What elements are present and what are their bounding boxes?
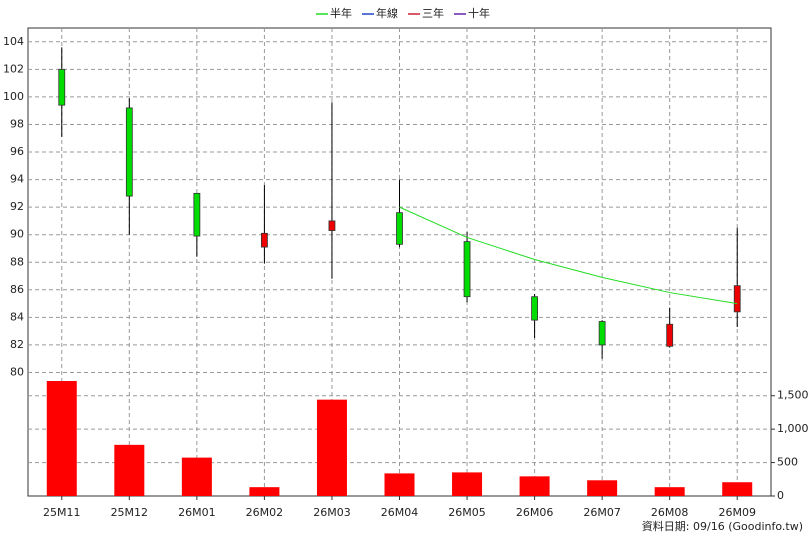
y2-tick-label: 1,000 (777, 422, 808, 435)
y-tick-label: 94 (10, 173, 24, 186)
x-tick-label: 26M04 (381, 506, 419, 519)
y-tick-label: 86 (10, 283, 24, 296)
footer: 資料日期: 09/16 (Goodinfo.tw) (642, 519, 803, 533)
volume-bar (722, 482, 753, 496)
volume-bar (181, 457, 212, 496)
candle-body (598, 321, 606, 346)
x-tick-label: 26M09 (718, 506, 756, 519)
y2-tick-label: 500 (777, 456, 798, 469)
candle-body (125, 107, 133, 197)
volume-bar (519, 476, 550, 496)
y2-tick-label: 1,500 (777, 389, 808, 402)
candle-body (328, 220, 336, 231)
x-tick-label: 25M12 (111, 506, 149, 519)
y-tick-label: 84 (10, 310, 24, 323)
candle-body (733, 285, 741, 313)
volume-bar (587, 480, 618, 496)
volume-bar (114, 444, 145, 496)
y2-tick-label: 0 (777, 489, 784, 502)
volume-bar (384, 473, 415, 496)
line-series (399, 206, 738, 305)
volume-bar (654, 487, 685, 496)
y-tick-label: 96 (10, 145, 24, 158)
y-tick-label: 90 (10, 228, 24, 241)
x-tick-label: 26M02 (246, 506, 284, 519)
volume-bar (316, 399, 347, 496)
legend-label: 半年 (330, 6, 352, 20)
x-tick-label: 25M11 (43, 506, 81, 519)
x-tick-label: 26M06 (516, 506, 554, 519)
y-tick-label: 100 (3, 90, 24, 103)
y-tick-label: 82 (10, 338, 24, 351)
candle-body (463, 241, 471, 298)
x-tick-label: 26M08 (651, 506, 689, 519)
volume-bar (46, 381, 77, 496)
candle-body (531, 296, 538, 321)
volume-bar (452, 472, 483, 496)
candle-body (396, 212, 403, 245)
x-tick-label: 26M03 (313, 506, 351, 519)
candle-body (58, 68, 66, 106)
y-tick-label: 102 (3, 62, 24, 75)
candle-body (193, 192, 201, 237)
legend-label: 十年 (468, 6, 490, 20)
candle-body (261, 232, 268, 248)
y-tick-label: 98 (10, 117, 24, 130)
x-tick-label: 26M05 (448, 506, 486, 519)
y-tick-label: 80 (10, 365, 24, 378)
x-tick-label: 26M01 (178, 506, 216, 519)
legend-label: 三年 (422, 6, 444, 20)
legend-label: 年線 (376, 6, 398, 20)
volume-bar (249, 487, 280, 496)
y-tick-label: 92 (10, 200, 24, 213)
candle-body (666, 323, 674, 347)
y-tick-label: 104 (3, 35, 24, 48)
x-tick-label: 26M07 (583, 506, 621, 519)
y-tick-label: 88 (10, 255, 24, 268)
